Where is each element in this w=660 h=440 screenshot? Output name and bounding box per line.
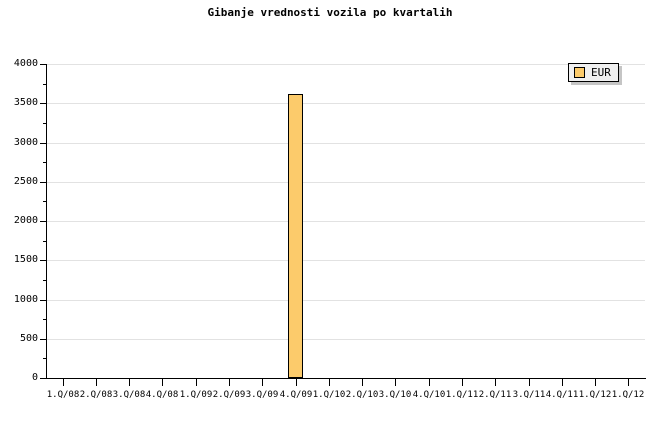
x-axis-tick-label: 3.Q/09	[245, 390, 279, 400]
x-axis-tick-label: 1.Q/12	[578, 390, 612, 400]
x-axis-tick	[429, 379, 430, 386]
x-axis-line	[46, 378, 646, 379]
x-axis-tick	[595, 379, 596, 386]
y-axis-minor-tick	[43, 319, 47, 321]
x-axis-tick-label: 2.Q/08	[79, 390, 113, 400]
x-axis-tick	[63, 379, 64, 386]
plot-area	[46, 64, 645, 378]
y-axis-tick-label: 500	[19, 332, 38, 344]
x-axis-tick-label: 1.Q/10	[312, 390, 346, 400]
x-axis-tick	[162, 379, 163, 386]
x-axis-tick-label: 1.Q/08	[46, 390, 80, 400]
x-axis-tick-label: 1.Q/09	[179, 390, 213, 400]
y-axis-tick	[40, 103, 47, 105]
x-axis-tick-label: 1.Q/12	[611, 390, 645, 400]
y-axis-tick	[40, 338, 47, 340]
gridline	[46, 221, 645, 222]
gridline	[46, 64, 645, 65]
x-axis-tick	[196, 379, 197, 386]
y-axis-minor-tick	[43, 240, 47, 242]
x-axis-tick	[296, 379, 297, 386]
gridline	[46, 142, 645, 144]
x-axis-tick	[562, 379, 563, 386]
x-axis-tick-label: 4.Q/10	[412, 390, 446, 400]
y-axis-tick-label: 3500	[13, 97, 38, 109]
y-axis-minor-tick	[43, 122, 47, 124]
y-axis-minor-tick	[43, 201, 47, 203]
y-axis-tick-label: 2000	[13, 215, 38, 226]
bar[interactable]	[288, 94, 303, 378]
y-axis-minor-tick	[43, 358, 47, 360]
y-axis-tick-label: 3000	[13, 136, 38, 148]
y-axis-tick	[40, 64, 47, 65]
x-axis-tick-label: 2.Q/11	[478, 390, 512, 400]
y-axis-tick	[40, 260, 47, 262]
y-axis-minor-tick	[43, 162, 47, 164]
gridline	[46, 338, 645, 340]
x-axis-tick-label: 4.Q/08	[145, 390, 179, 400]
y-axis-tick-label: 0	[31, 372, 38, 383]
y-axis-tick	[40, 142, 47, 144]
y-axis-tick-label: 4000	[13, 58, 38, 69]
y-axis-labels: 0 500 1000 1500 2000 2500 3000 3500 4000	[0, 0, 38, 440]
x-axis-tick	[129, 379, 130, 386]
y-axis-tick	[40, 181, 47, 183]
gridline	[46, 103, 645, 105]
x-axis-tick-label: 3.Q/10	[378, 390, 412, 400]
gridline	[46, 299, 645, 301]
x-axis-tick	[362, 379, 363, 386]
x-axis-tick	[262, 379, 263, 386]
y-axis-minor-tick	[43, 279, 47, 281]
x-axis-tick	[628, 379, 629, 386]
x-axis-tick	[329, 379, 330, 386]
legend-swatch-icon	[574, 67, 585, 78]
x-axis-tick-label: 1.Q/11	[445, 390, 479, 400]
gridline	[46, 260, 645, 262]
x-axis-tick-label: 4.Q/09	[279, 390, 313, 400]
x-axis-tick	[529, 379, 530, 386]
x-axis-tick	[395, 379, 396, 386]
x-axis-tick	[495, 379, 496, 386]
x-axis-tick	[462, 379, 463, 386]
y-axis-tick-label: 2500	[13, 175, 38, 187]
y-axis-tick	[40, 299, 47, 301]
y-axis-tick	[40, 378, 47, 379]
x-axis-tick-label: 3.Q/08	[112, 390, 146, 400]
x-axis-tick-label: 2.Q/09	[212, 390, 246, 400]
x-axis-tick-label: 4.Q/11	[545, 390, 579, 400]
y-axis-tick-label: 1500	[13, 254, 38, 266]
y-axis-minor-tick	[43, 83, 47, 85]
chart-title: Gibanje vrednosti vozila po kvartalih	[207, 6, 453, 19]
x-axis-tick	[96, 379, 97, 386]
x-axis-tick	[229, 379, 230, 386]
x-axis-tick-label: 3.Q/11	[512, 390, 546, 400]
legend-label: EUR	[591, 66, 611, 79]
chart-legend[interactable]: EUR	[568, 63, 619, 82]
y-axis-tick	[40, 221, 47, 222]
x-axis-tick-label: 2.Q/10	[345, 390, 379, 400]
gridline	[46, 181, 645, 183]
y-axis-tick-label: 1000	[13, 293, 38, 305]
